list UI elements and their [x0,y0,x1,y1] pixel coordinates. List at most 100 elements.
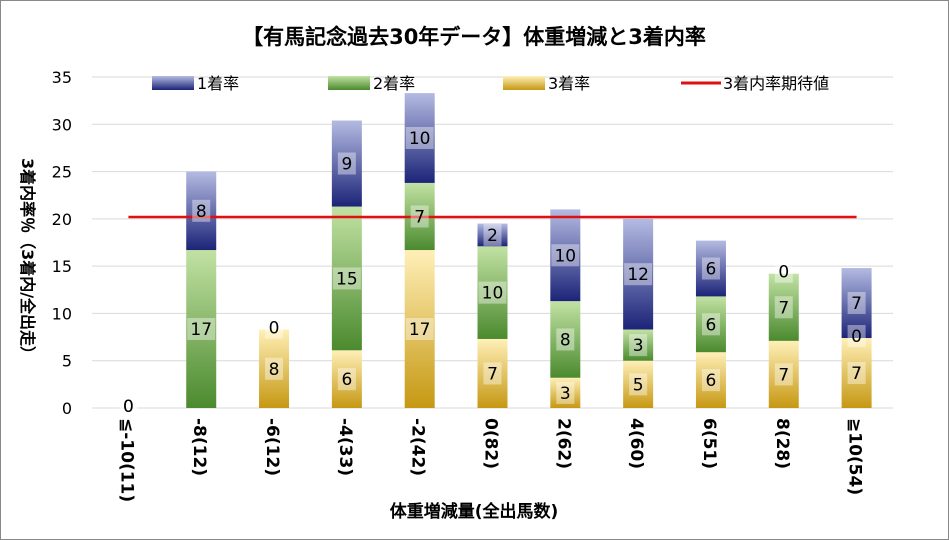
data-label: 0 [269,319,280,339]
bar-segment-2nd [477,246,508,339]
bar-segment-2nd [623,329,654,361]
y-tick-label: 15 [52,257,72,276]
data-label-bg [119,395,138,417]
data-label: 3 [633,336,644,356]
data-label-bg [405,126,434,149]
data-label-bg [847,362,866,385]
data-label: 15 [336,269,358,289]
gridlines [92,76,893,409]
x-tick-label: ≧10(54) [845,418,865,495]
data-label: 7 [487,364,498,384]
legend-label-1st: 1着率 [197,74,239,93]
data-label: 9 [341,155,352,175]
legend-label-expected: 3着内率期待値 [723,74,829,93]
data-label-bg [551,244,580,267]
bar-segment-1st [331,120,362,207]
data-label: 7 [778,365,789,385]
data-label-bg [847,325,866,348]
y-tick-label: 10 [52,304,72,323]
x-tick-label: 8(28) [772,418,792,469]
x-tick-label: -2(42) [408,418,428,476]
bar-segment-2nd [186,250,217,408]
data-label-bg [556,381,575,404]
data-label: 0 [123,397,134,417]
x-tick-label: -8(12) [189,418,209,476]
y-tick-label: 20 [52,210,72,229]
data-label-bg [265,357,284,380]
data-label-bg [629,334,648,357]
bar-segment-2nd [695,296,726,353]
y-axis-title: 3着内率％（3着内/全出走） [18,158,37,362]
bar-segment-3rd [477,338,508,408]
data-label-bg [701,313,720,336]
data-label: 17 [409,320,431,340]
y-tick-label: 35 [52,68,72,87]
bar-segment-3rd [331,350,362,408]
data-label-bg [624,263,653,286]
x-tick-label: ≦-10(11) [116,418,136,502]
data-label-bg [192,199,211,222]
data-label: 8 [196,202,207,222]
data-label: 0 [851,327,862,347]
y-tick-label: 25 [52,163,72,182]
bar-segment-3rd [623,360,654,408]
data-label-bg [337,368,356,391]
data-label: 6 [706,315,717,335]
bar-segment-1st [186,171,217,251]
bar-segment-3rd [550,377,581,408]
data-label: 5 [633,375,644,395]
x-tick-label: 0(82) [481,418,501,469]
chart-title: 【有馬記念過去30年データ】体重増減と3着内率 [242,25,706,49]
data-label-bg [337,152,356,175]
bar-segment-3rd [404,250,435,408]
data-label-bg [187,318,216,341]
data-label: 6 [341,370,352,390]
bar-segment-1st [695,240,726,297]
data-label-bg [265,316,284,339]
data-label-bg [701,369,720,392]
bar-segment-2nd [768,273,799,341]
data-label: 8 [269,360,280,380]
data-label-bg [774,296,793,319]
bar-segment-1st [550,209,581,302]
data-label: 12 [627,265,649,285]
data-label: 0 [778,263,789,283]
data-label-bg [405,318,434,341]
data-label: 7 [414,207,425,227]
legend-swatch-2nd [328,76,370,90]
y-axis-ticks: 0 5 10 15 20 25 30 35 [52,68,72,418]
data-label: 17 [190,320,212,340]
data-label: 0 [123,397,134,417]
x-axis-title: 体重増減量(全出馬数) [390,501,559,522]
data-label-bg [332,267,361,290]
data-label-bg [847,292,866,315]
data-label: 7 [851,364,862,384]
x-axis-ticks: ≦-10(11) -8(12) -6(12) -4(33) -2(42) 0(82) 2(6… [116,418,864,502]
y-tick-label: 0 [62,399,72,418]
data-label-bg [483,362,502,385]
data-label-bg [629,373,648,396]
legend-label-3rd: 3着率 [548,74,590,93]
bar-segment-3rd [768,340,799,408]
data-label: 10 [409,129,431,149]
data-label-bg [410,205,429,228]
bar-segment-1st [404,93,435,183]
bar-segment-3rd [259,329,290,408]
data-label: 6 [706,260,717,280]
data-label: 8 [560,330,571,350]
legend: 1着率 2着率 3着率 3着内率期待値 [152,74,829,93]
y-tick-label: 30 [52,115,72,134]
data-label: 7 [851,294,862,314]
data-label-bg [483,223,502,246]
bar-segment-1st [623,218,654,330]
bars [186,93,872,408]
bar-segment-3rd [841,338,872,408]
x-tick-label: -4(33) [335,418,355,476]
data-label-bg [774,363,793,386]
bar-segment-3rd [695,352,726,408]
y-tick-label: 5 [62,352,72,371]
bar-segment-1st [841,268,872,339]
data-label: 10 [554,246,576,266]
